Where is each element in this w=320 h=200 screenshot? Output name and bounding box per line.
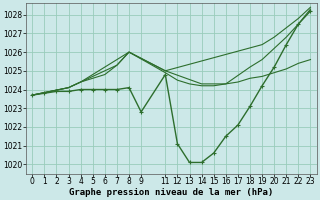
X-axis label: Graphe pression niveau de la mer (hPa): Graphe pression niveau de la mer (hPa) <box>69 188 274 197</box>
